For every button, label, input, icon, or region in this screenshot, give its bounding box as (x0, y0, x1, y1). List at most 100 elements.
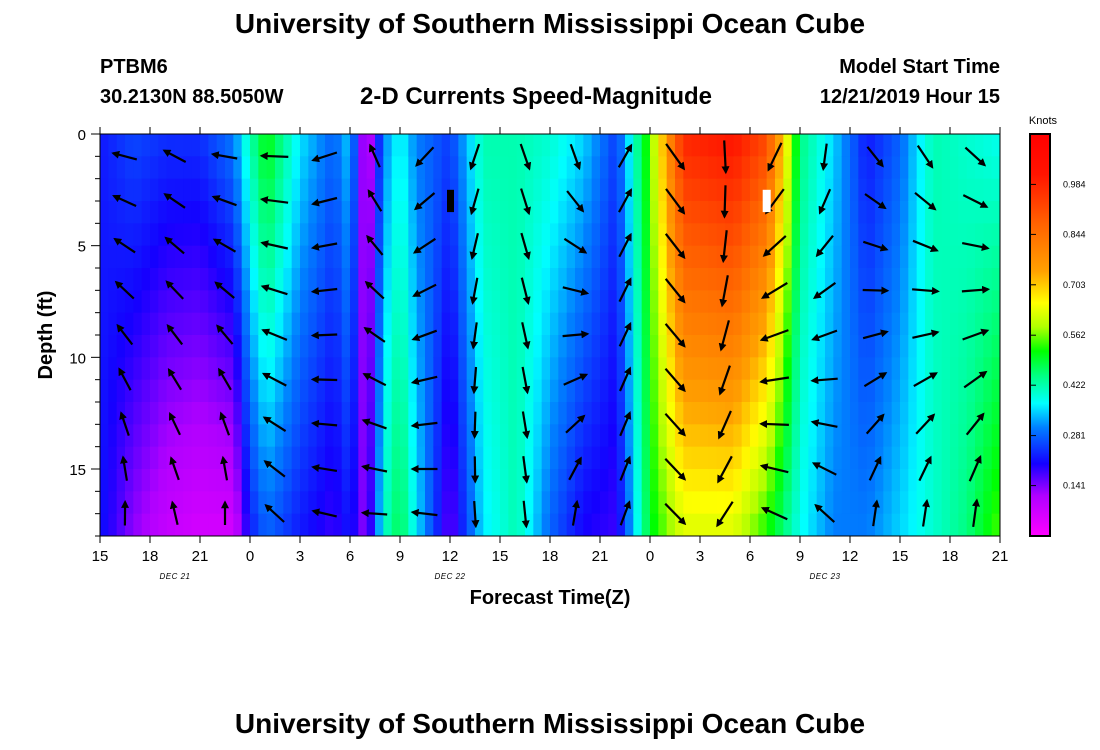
heatmap-cell (908, 335, 918, 358)
heatmap-cell (375, 379, 384, 403)
heatmap-cell (200, 379, 209, 403)
heatmap-cell (150, 446, 159, 470)
heatmap-cell (375, 424, 384, 448)
heatmap-cell (100, 402, 109, 425)
heatmap-cell (883, 469, 893, 492)
heatmap-cell (675, 379, 684, 403)
heatmap-cell (175, 357, 184, 381)
heatmap-cell (666, 491, 676, 515)
heatmap-cell (475, 357, 484, 381)
heatmap-cell (325, 223, 334, 247)
heatmap-cell (725, 513, 734, 536)
heatmap-cell (700, 268, 709, 291)
current-vector-arrow (759, 376, 790, 385)
heatmap-cell (400, 178, 409, 202)
heatmap-cell (658, 245, 668, 269)
current-vector-arrow (916, 144, 934, 169)
heatmap-cell (566, 268, 576, 291)
heatmap-cell (641, 446, 651, 470)
heatmap-cell (725, 335, 734, 358)
heatmap-cell (791, 469, 801, 492)
heatmap-cell (183, 513, 193, 536)
current-vector-arrow (811, 462, 837, 476)
heatmap-cell (641, 134, 651, 157)
heatmap-cell (958, 357, 968, 381)
heatmap-cell (391, 469, 401, 492)
heatmap-cell (941, 424, 951, 448)
heatmap-cell (133, 402, 143, 425)
heatmap-cell (308, 357, 318, 381)
heatmap-cell (300, 469, 309, 492)
heatmap-cell (600, 312, 609, 336)
heatmap-cell (433, 379, 443, 403)
current-vector-arrow (862, 329, 889, 340)
heatmap-cell (275, 290, 284, 314)
heatmap-cell (591, 134, 601, 157)
heatmap-cell (475, 223, 484, 247)
heatmap-cell (400, 402, 409, 425)
heatmap-cell (825, 312, 834, 336)
heatmap-cell (558, 156, 568, 180)
heatmap-cell (583, 379, 593, 403)
heatmap-cell (741, 245, 751, 269)
heatmap-cell (225, 245, 234, 269)
current-vector-arrow (410, 508, 438, 517)
heatmap-cell (208, 402, 218, 425)
heatmap-cell (275, 312, 284, 336)
heatmap-cell (816, 268, 826, 291)
heatmap-cell (300, 156, 309, 180)
heatmap-cell (791, 402, 801, 425)
heatmap-cell (225, 312, 234, 336)
heatmap-cell (425, 491, 434, 515)
heatmap-cell (908, 402, 918, 425)
heatmap-cell (783, 223, 793, 247)
heatmap-cell (500, 357, 509, 381)
heatmap-cell (125, 424, 134, 448)
heatmap-cell (358, 335, 368, 358)
heatmap-cell (508, 357, 518, 381)
heatmap-cell (458, 357, 468, 381)
heatmap-cell (633, 491, 643, 515)
heatmap-cell (658, 469, 668, 492)
heatmap-cell (591, 335, 601, 358)
heatmap-cell (408, 491, 418, 515)
heatmap-cell (900, 201, 909, 224)
heatmap-cell (908, 290, 918, 314)
heatmap-cell (883, 290, 893, 314)
heatmap-cell (833, 178, 843, 202)
heatmap-cell (225, 156, 234, 180)
heatmap-cell (791, 312, 801, 336)
heatmap-cell (291, 446, 301, 470)
heatmap-cell (200, 469, 209, 492)
current-vector-arrow (562, 330, 590, 339)
current-vector-arrow (811, 329, 838, 342)
heatmap-cell (141, 513, 151, 536)
heatmap-cell (416, 312, 426, 336)
heatmap-cell (400, 134, 409, 157)
heatmap-cell (641, 156, 651, 180)
heatmap-cell (708, 178, 718, 202)
heatmap-cell (408, 178, 418, 202)
heatmap-cell (466, 223, 476, 247)
heatmap-cell (158, 268, 168, 291)
heatmap-cell (291, 491, 301, 515)
heatmap-cell (558, 178, 568, 202)
heatmap-cell (425, 312, 434, 336)
heatmap-cell (100, 134, 109, 157)
current-vector-arrow (311, 196, 338, 207)
heatmap-cell (425, 178, 434, 202)
current-vector-arrow (912, 286, 940, 295)
heatmap-cell (575, 424, 584, 448)
heatmap-cell (541, 290, 551, 314)
heatmap-cell (566, 513, 576, 536)
heatmap-cell (225, 290, 234, 314)
heatmap-cell (750, 290, 759, 314)
heatmap-cell (508, 379, 518, 403)
heatmap-cell (758, 491, 768, 515)
heatmap-cell (100, 469, 109, 492)
heatmap-cell (358, 201, 368, 224)
heatmap-cell (816, 312, 826, 336)
heatmap-cell (125, 223, 134, 247)
heatmap-cell (491, 223, 501, 247)
heatmap-cell (741, 178, 751, 202)
